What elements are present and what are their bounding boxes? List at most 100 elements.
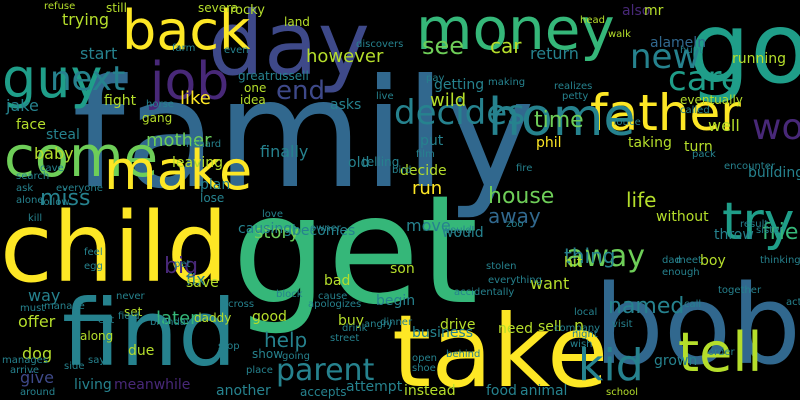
word: hunt: [680, 45, 703, 56]
word: child: [0, 192, 228, 304]
word: pack: [692, 149, 716, 160]
word: fight: [104, 93, 137, 109]
word: buy: [338, 313, 365, 329]
word: manage: [44, 301, 85, 312]
word: show: [252, 347, 284, 361]
word: boy: [700, 253, 726, 269]
word: good: [252, 309, 287, 325]
word: causing: [238, 221, 293, 237]
word: however: [306, 46, 384, 67]
word: head: [580, 15, 605, 26]
word: becomes: [292, 223, 356, 239]
word: angry: [364, 319, 393, 330]
word: would: [442, 225, 484, 241]
word: life: [626, 188, 657, 212]
word: money: [416, 0, 615, 63]
word: hit: [564, 255, 583, 271]
word: throw: [714, 227, 754, 243]
word: bad: [324, 273, 351, 289]
word: living: [74, 377, 112, 393]
word: school: [606, 387, 639, 398]
word: across: [222, 299, 255, 310]
word: grown: [654, 353, 698, 369]
word: well: [708, 116, 740, 135]
word: cause: [318, 291, 348, 302]
word: end: [276, 76, 325, 106]
word: fire: [516, 163, 533, 174]
word: drink: [342, 323, 368, 334]
word: return: [530, 44, 579, 63]
word: block: [276, 289, 303, 300]
word: building: [748, 165, 800, 181]
word: also: [622, 3, 651, 19]
word: see: [422, 32, 465, 60]
word: live: [376, 91, 394, 102]
word: behind: [446, 349, 481, 360]
word: steal: [46, 127, 80, 143]
word: say: [88, 355, 106, 366]
word: need: [498, 321, 533, 337]
word: follow: [40, 197, 70, 208]
word: enough: [662, 267, 700, 278]
word: asks: [330, 97, 362, 113]
word: birthday: [150, 317, 192, 328]
word: go: [688, 0, 800, 106]
word: face: [16, 117, 46, 133]
word: petty: [562, 91, 589, 102]
word: one: [244, 81, 267, 95]
word: finally: [260, 142, 309, 161]
word: still: [106, 1, 127, 15]
word: love: [262, 209, 283, 220]
word: run: [412, 178, 443, 199]
word: wild: [430, 90, 467, 111]
word: field: [118, 311, 140, 322]
word: sister: [756, 225, 784, 236]
word: wish: [570, 339, 593, 350]
word: story: [254, 222, 300, 243]
word: must: [20, 303, 46, 314]
word: want: [530, 274, 570, 293]
word: realizes: [554, 81, 593, 92]
word: without: [656, 209, 709, 225]
word: like: [180, 88, 211, 109]
word: way: [28, 286, 61, 305]
word: car: [490, 34, 522, 58]
word: make: [104, 139, 253, 202]
word: manages: [2, 355, 49, 366]
word: instead: [404, 383, 456, 399]
word: care: [668, 59, 742, 99]
word: gang: [142, 111, 173, 125]
word: result: [740, 219, 769, 230]
word: work: [752, 107, 800, 148]
word: tell: [678, 321, 763, 384]
word: later: [156, 308, 198, 329]
word: decide: [400, 163, 447, 179]
word: another: [216, 383, 271, 399]
word: even: [224, 45, 249, 56]
word: come: [4, 125, 159, 190]
word: accepts: [300, 385, 347, 399]
word: taking: [628, 135, 672, 151]
word: alameln: [650, 35, 707, 51]
word: telling: [362, 155, 400, 169]
word: back: [122, 0, 251, 62]
word: named: [608, 294, 685, 319]
word: horse: [146, 99, 174, 110]
word: alone: [16, 195, 44, 206]
word: open: [412, 353, 437, 364]
word: sell: [538, 319, 562, 335]
word: actually: [786, 297, 800, 308]
word: due: [128, 343, 155, 359]
word: richard: [186, 139, 222, 150]
word: thing: [564, 244, 616, 268]
word: accidentally: [454, 287, 515, 298]
word: pay: [426, 73, 445, 84]
word: pet: [174, 259, 191, 270]
word: home: [488, 88, 636, 148]
word: old: [348, 155, 370, 171]
word: thinking: [760, 255, 800, 266]
word: begin: [376, 293, 416, 309]
word: refuse: [44, 1, 76, 12]
word: day: [208, 0, 370, 95]
